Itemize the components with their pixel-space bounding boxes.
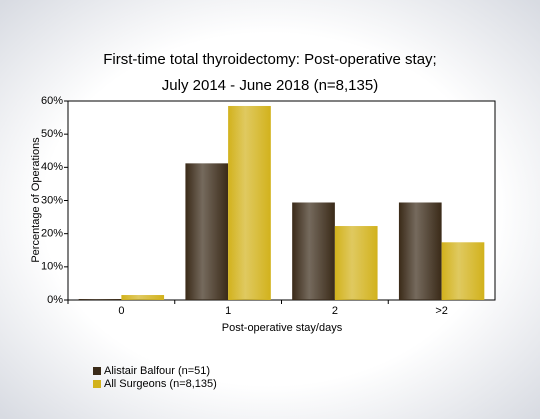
y-tick-label: 20%	[41, 228, 63, 240]
x-tick-label: 0	[118, 305, 124, 317]
legend-swatch	[93, 380, 101, 388]
bar	[121, 295, 165, 300]
bar	[334, 226, 378, 300]
y-tick-label: 50%	[41, 128, 63, 140]
x-tick-label: 2	[332, 305, 338, 317]
y-tick-label: 10%	[41, 261, 63, 273]
x-tick-label: 1	[225, 305, 231, 317]
bar	[398, 202, 442, 300]
x-tick-label: >2	[435, 305, 448, 317]
y-tick-label: 0%	[47, 294, 63, 306]
x-axis-label: Post-operative stay/days	[222, 322, 343, 334]
y-tick-label: 60%	[41, 95, 63, 107]
bar	[78, 299, 122, 300]
bar	[228, 105, 271, 300]
legend-label: All Surgeons (n=8,135)	[104, 378, 217, 390]
bar	[185, 163, 229, 300]
y-axis-label: Percentage of Operations	[30, 137, 42, 263]
chart-subtitle: July 2014 - June 2018 (n=8,135)	[162, 77, 378, 94]
y-tick-label: 30%	[41, 194, 63, 206]
legend-swatch	[93, 367, 101, 375]
legend-label: Alistair Balfour (n=51)	[104, 365, 210, 377]
chart-title: First-time total thyroidectomy: Post-ope…	[103, 51, 436, 68]
bar	[292, 202, 335, 300]
y-tick-label: 40%	[41, 161, 63, 173]
bar	[441, 242, 485, 300]
